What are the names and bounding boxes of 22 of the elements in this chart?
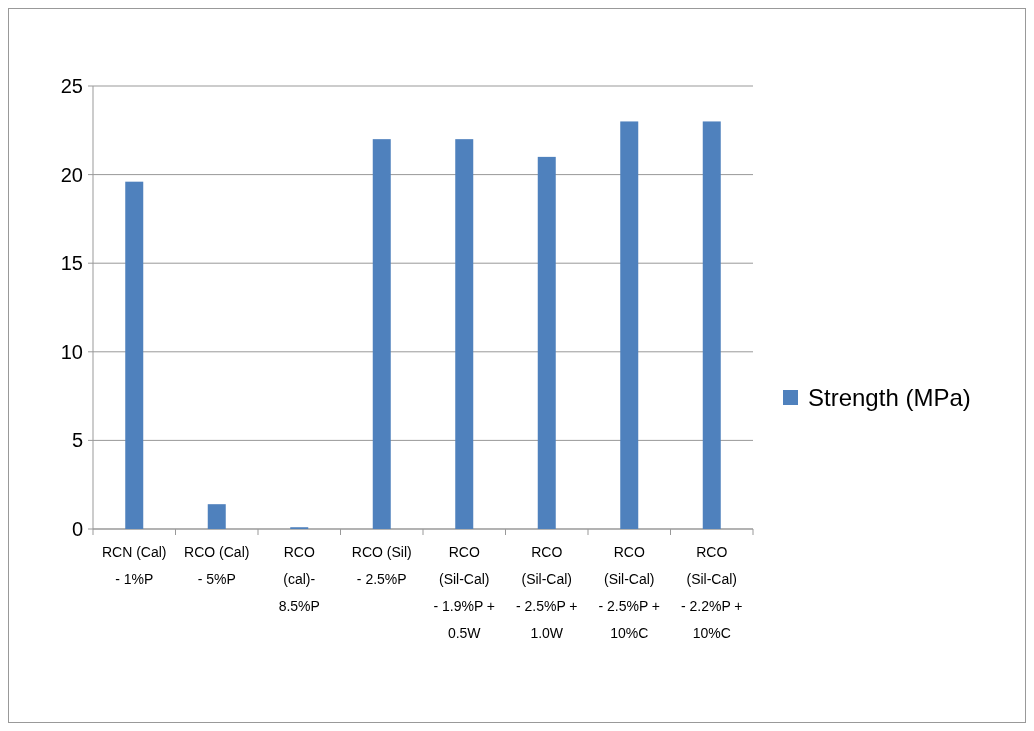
x-tick-label: RCO (Cal) - 5%P xyxy=(184,544,250,587)
y-tick-label: 0 xyxy=(71,518,83,540)
bar xyxy=(125,181,144,529)
bar xyxy=(620,121,639,529)
y-tick-label: 20 xyxy=(60,163,83,186)
x-tick-label: RCO (Sil-Cal) - 2.5%P + 10%C xyxy=(598,544,661,641)
bar xyxy=(207,504,226,529)
x-tick-label: RCO (Sil-Cal) - 2.2%P + 10%C xyxy=(680,544,743,641)
x-tick-label: RCO (Sil-Cal) - 1.9%P + 0.5W xyxy=(433,544,496,641)
y-tick-label: 15 xyxy=(60,252,83,275)
x-tick-label: RCO (Sil) - 2.5%P xyxy=(351,544,412,587)
bar xyxy=(702,121,721,529)
legend-label: Strength (MPa) xyxy=(808,384,971,412)
x-tick-label: RCO (Sil-Cal) - 2.5%P + 1.0W xyxy=(515,544,578,641)
x-tick-label: RCN (Cal) - 1%P xyxy=(101,544,167,587)
bar xyxy=(372,139,391,529)
y-tick-label: 10 xyxy=(60,340,83,363)
x-tick-label: RCO (cal)- 8.5%P xyxy=(278,544,320,614)
bar xyxy=(455,139,474,529)
y-tick-label: 5 xyxy=(71,429,83,452)
y-tick-label: 25 xyxy=(60,75,83,97)
bar xyxy=(537,156,556,529)
